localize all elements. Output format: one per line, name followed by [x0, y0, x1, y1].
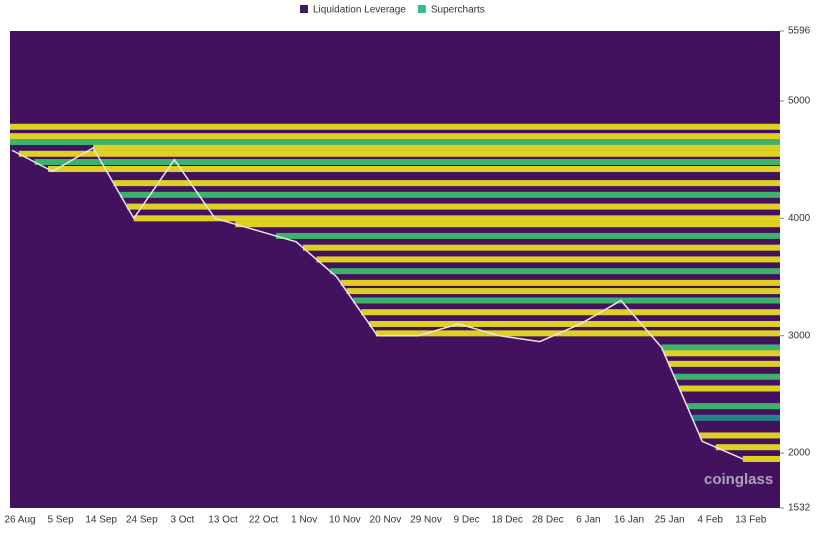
- liquidation-band: [346, 288, 780, 295]
- legend-label: Supercharts: [431, 5, 485, 16]
- liquidation-band: [93, 144, 780, 151]
- y-tick-label: 3000: [788, 330, 811, 341]
- y-tick-label: 2000: [788, 448, 811, 459]
- liquidation-band: [10, 133, 780, 140]
- x-tick-label: 9 Dec: [454, 515, 480, 526]
- x-tick-label: 24 Sep: [126, 515, 158, 526]
- price-line: [11, 146, 744, 460]
- liquidation-band: [10, 123, 780, 130]
- liquidation-band: [10, 139, 780, 146]
- liquidation-band: [302, 244, 780, 251]
- liquidation-band: [340, 279, 780, 286]
- legend-swatch: [417, 5, 426, 13]
- x-tick-label: 20 Nov: [370, 515, 402, 526]
- liquidation-band: [120, 191, 781, 198]
- liquidation-band: [361, 309, 780, 316]
- x-tick-label: 6 Jan: [576, 515, 600, 526]
- legend-label: Liquidation Leverage: [313, 5, 406, 16]
- x-tick-label: 14 Sep: [85, 515, 117, 526]
- liquidation-band: [686, 403, 780, 410]
- x-tick-label: 25 Jan: [655, 515, 685, 526]
- x-tick-label: 13 Oct: [208, 515, 238, 526]
- legend-swatch: [300, 5, 308, 13]
- y-tick-label: 1532: [788, 503, 811, 514]
- x-tick-label: 26 Aug: [4, 515, 35, 526]
- liquidation-band: [699, 432, 780, 439]
- y-tick-label: 5000: [788, 96, 811, 107]
- liquidation-band: [235, 221, 781, 228]
- x-tick-label: 28 Dec: [532, 515, 564, 526]
- liquidation-band: [369, 320, 780, 327]
- liquidation-band: [275, 232, 780, 239]
- liquidation-band: [133, 215, 781, 222]
- liquidation-band: [113, 180, 780, 187]
- watermark: coinglass: [704, 471, 773, 488]
- x-tick-label: 29 Nov: [410, 515, 442, 526]
- liquidation-band: [48, 166, 781, 173]
- x-tick-label: 5 Sep: [48, 515, 75, 526]
- liquidation-band: [668, 360, 780, 367]
- x-tick-label: 16 Jan: [614, 515, 644, 526]
- liquidation-band: [674, 373, 780, 380]
- y-tick-label: 4000: [788, 213, 811, 224]
- liquidation-band: [316, 256, 780, 263]
- liquidation-band: [34, 158, 781, 165]
- liquidation-band: [353, 297, 780, 304]
- liquidation-band: [661, 344, 780, 351]
- liquidation-band: [664, 350, 780, 357]
- x-tick-label: 13 Feb: [735, 515, 767, 526]
- liquidation-band: [742, 455, 780, 462]
- liquidation-band: [18, 150, 781, 157]
- liquidation-band: [375, 330, 780, 337]
- x-tick-label: 10 Nov: [329, 515, 361, 526]
- liquidation-band: [715, 444, 780, 451]
- liquidation-band: [679, 385, 780, 392]
- liquidation-band: [127, 203, 781, 210]
- x-tick-label: 18 Dec: [491, 515, 523, 526]
- y-tick-label: 5596: [788, 26, 811, 37]
- x-tick-label: 22 Oct: [249, 515, 279, 526]
- liquidation-band: [330, 268, 780, 275]
- x-tick-label: 1 Nov: [291, 515, 317, 526]
- x-tick-label: 4 Feb: [697, 515, 723, 526]
- x-tick-label: 3 Oct: [170, 515, 194, 526]
- liquidation-band: [692, 414, 780, 421]
